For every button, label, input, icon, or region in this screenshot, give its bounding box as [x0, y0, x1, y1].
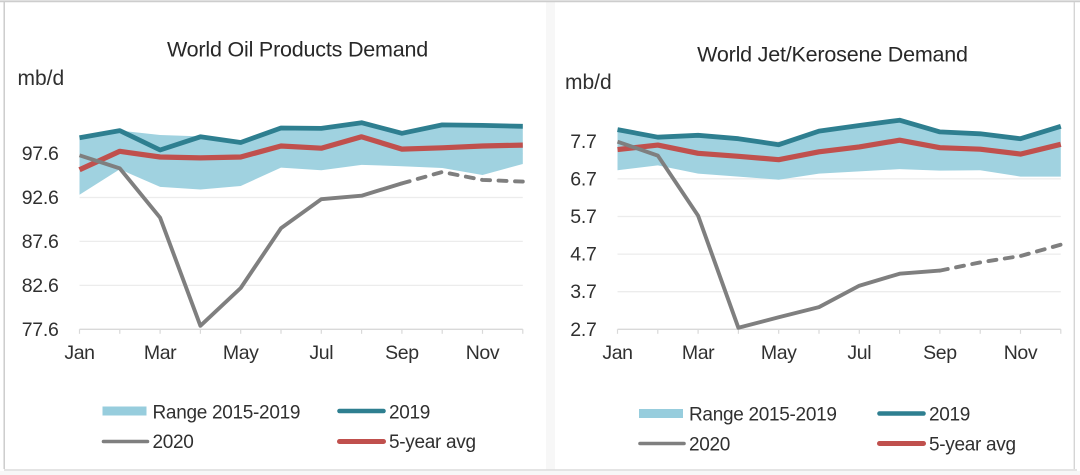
svg-text:World Jet/Kerosene Demand: World Jet/Kerosene Demand	[697, 43, 968, 67]
svg-text:Jul: Jul	[309, 342, 333, 364]
svg-text:6.7: 6.7	[570, 168, 596, 190]
svg-text:7.7: 7.7	[570, 131, 596, 153]
svg-text:4.7: 4.7	[570, 244, 596, 266]
svg-text:Jan: Jan	[602, 342, 632, 364]
svg-text:97.6: 97.6	[22, 143, 59, 165]
svg-text:2020: 2020	[689, 435, 730, 456]
svg-text:May: May	[223, 342, 259, 364]
svg-text:77.6: 77.6	[22, 319, 59, 341]
svg-text:Mar: Mar	[682, 342, 715, 364]
svg-text:World Oil Products Demand: World Oil Products Demand	[167, 38, 428, 62]
svg-text:Range 2015-2019: Range 2015-2019	[153, 403, 301, 424]
svg-text:Mar: Mar	[144, 342, 177, 364]
svg-text:Jan: Jan	[64, 342, 94, 364]
svg-text:Jul: Jul	[847, 342, 871, 364]
svg-text:2019: 2019	[389, 403, 430, 424]
svg-text:May: May	[761, 342, 797, 364]
svg-text:2020: 2020	[153, 432, 194, 453]
svg-text:Range 2015-2019: Range 2015-2019	[689, 405, 837, 426]
svg-text:2.7: 2.7	[570, 319, 596, 341]
svg-text:Sep: Sep	[923, 342, 957, 364]
svg-text:82.6: 82.6	[22, 275, 59, 297]
svg-text:5-year avg: 5-year avg	[389, 432, 476, 453]
svg-text:mb/d: mb/d	[18, 67, 65, 90]
svg-text:87.6: 87.6	[22, 231, 59, 253]
svg-text:Nov: Nov	[466, 342, 500, 364]
svg-text:5.7: 5.7	[570, 206, 596, 228]
svg-text:3.7: 3.7	[570, 281, 596, 303]
svg-text:Sep: Sep	[385, 342, 419, 364]
svg-text:5-year avg: 5-year avg	[929, 435, 1016, 456]
svg-text:mb/d: mb/d	[565, 71, 612, 94]
svg-text:2019: 2019	[929, 405, 970, 426]
svg-text:92.6: 92.6	[22, 187, 59, 209]
svg-text:Nov: Nov	[1004, 342, 1038, 364]
